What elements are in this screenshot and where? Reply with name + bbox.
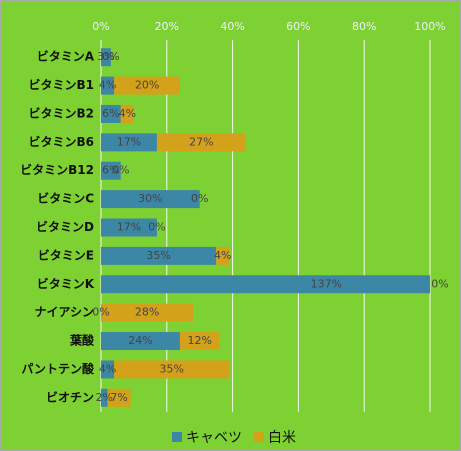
y-tick-label: ビタミンC [37,191,94,206]
x-tick-label: 100% [414,20,445,33]
y-tick-label: ビタミンB6 [29,134,95,149]
data-label: 35% [160,362,184,375]
data-label: 0% [92,306,109,319]
x-tick-label: 20% [155,20,179,33]
y-tick-label: ナイアシン [34,305,94,319]
y-tick-label: ビタミンB2 [29,105,95,120]
y-tick-label: ビタミンA [37,49,95,64]
data-label: 28% [135,306,159,319]
y-tick-label: ビタミンE [38,247,94,262]
bar-segment [114,76,180,95]
bar-segment [101,388,108,407]
bar-segment [179,332,220,351]
bar-segment [156,133,246,152]
bar-segment [101,332,180,351]
data-label: 6% [102,107,119,120]
bar-segment [114,360,230,379]
data-label: 6% [102,164,119,177]
x-tick-label: 80% [352,20,376,33]
data-label: 30% [138,192,162,205]
bar-segment [101,360,115,379]
data-label: 35% [146,249,170,262]
data-label: 17% [117,135,141,148]
data-label: 0% [148,221,165,234]
x-tick-label: 40% [220,20,244,33]
bar-segment [216,246,230,265]
x-tick-label: 60% [286,20,310,33]
legend-swatch [254,432,264,442]
data-label: 2% [96,391,113,404]
y-tick-label: ビタミンK [37,276,95,291]
y-tick-label: 葉酸 [69,333,95,348]
bar-segment [101,190,200,209]
y-tick-label: パントテン酸 [21,361,95,376]
data-label: 17% [117,221,141,234]
y-tick-label: ビタミンD [36,219,94,234]
x-tick-label: 0% [92,20,109,33]
bar-segment [101,133,157,152]
data-label: 0% [102,50,119,63]
data-label: 137% [311,277,342,290]
legend-label: 白米 [268,430,296,446]
data-label: 0% [112,164,129,177]
data-label: 4% [99,79,116,92]
data-label: 20% [135,79,159,92]
data-label: 12% [187,334,211,347]
legend-label: キャベツ [186,430,242,446]
bar-segment [101,218,157,237]
y-tick-label: ビタミンB12 [20,162,94,177]
y-tick-label: ビタミンB1 [29,77,95,92]
bar-segment [120,104,134,123]
legend-swatch [172,432,182,442]
y-tick-label: ビオチン [46,389,94,404]
data-label: 4% [99,362,116,375]
bar-segment [101,161,121,180]
data-label: 0% [431,277,448,290]
data-label: 0% [191,192,208,205]
data-label: 27% [189,135,213,148]
data-label: 4% [119,107,136,120]
bar-segment [101,48,111,67]
bar-segment [101,104,121,123]
data-label: 24% [128,334,152,347]
data-label: 7% [110,391,127,404]
bar-segment [107,388,131,407]
data-label: 3% [97,50,114,63]
bar-segment [101,303,194,322]
bar-segment [101,76,115,95]
bar-segment [101,275,430,294]
bar-segment [101,246,217,265]
data-label: 4% [214,249,231,262]
